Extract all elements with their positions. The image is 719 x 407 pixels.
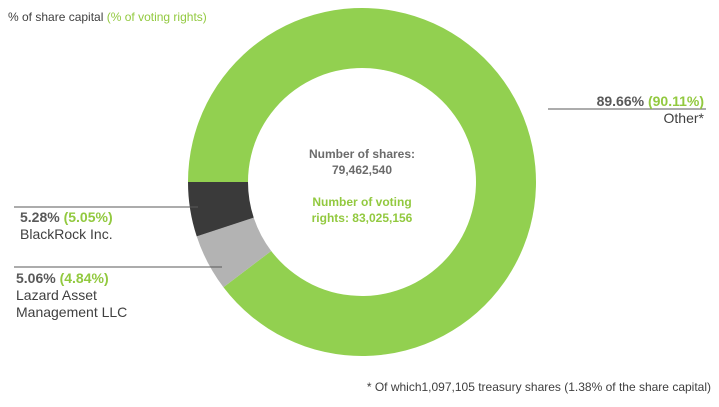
lazard-capital-pct: 5.06%: [16, 270, 56, 286]
shares-value: 79,462,540: [272, 162, 452, 178]
center-voting-text: Number of voting rights: 83,025,156: [272, 194, 452, 226]
lazard-name-line-1: Lazard Asset: [16, 287, 127, 304]
blackrock-capital-pct: 5.28%: [20, 209, 60, 225]
other-name: Other*: [574, 110, 704, 127]
label-lazard: 5.06% (4.84%) Lazard Asset Management LL…: [16, 270, 127, 321]
label-blackrock: 5.28% (5.05%) BlackRock Inc.: [20, 209, 113, 243]
lazard-name-line-2: Management LLC: [16, 304, 127, 321]
voting-label: Number of voting: [272, 194, 452, 210]
other-capital-pct: 89.66%: [597, 93, 644, 109]
other-voting-pct: (90.11%): [648, 93, 704, 109]
footnote: * Of which1,097,105 treasury shares (1.3…: [367, 380, 711, 394]
blackrock-name: BlackRock Inc.: [20, 226, 113, 243]
center-shares-text: Number of shares: 79,462,540: [272, 146, 452, 178]
shares-label: Number of shares:: [272, 146, 452, 162]
blackrock-voting-pct: (5.05%): [64, 209, 113, 225]
label-other: 89.66% (90.11%) Other*: [574, 93, 704, 127]
voting-value: rights: 83,025,156: [272, 210, 452, 226]
lazard-voting-pct: (4.84%): [60, 270, 109, 286]
